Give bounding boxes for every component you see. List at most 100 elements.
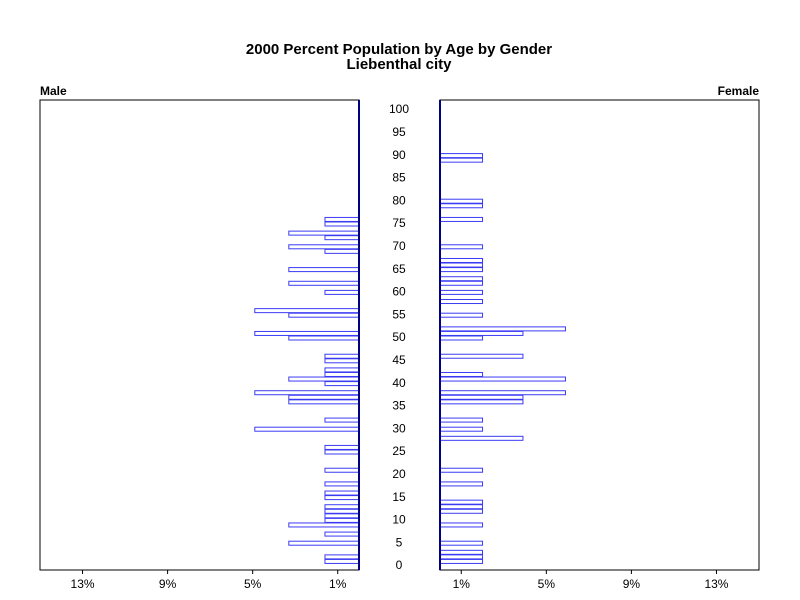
- x-tick-label: 1%: [329, 577, 347, 591]
- bar: [324, 449, 360, 455]
- bar: [324, 367, 360, 373]
- bar: [324, 490, 360, 496]
- y-tick-label: 85: [392, 171, 406, 185]
- chart-title: 2000 Percent Population by Age by Gender: [246, 41, 552, 58]
- bar: [439, 289, 484, 295]
- bar: [439, 157, 484, 163]
- bar: [324, 289, 360, 295]
- y-tick-label: 80: [392, 193, 406, 207]
- bar: [324, 554, 360, 560]
- bar: [439, 394, 524, 400]
- y-tick-label: 10: [392, 513, 406, 527]
- bar: [439, 262, 484, 268]
- x-tick-label: 1%: [453, 577, 471, 591]
- bar: [439, 549, 484, 555]
- chart-subtitle: Liebenthal city: [346, 56, 452, 73]
- bar: [439, 376, 566, 382]
- x-tick-label: 13%: [71, 577, 95, 591]
- y-tick-label: 45: [392, 353, 406, 367]
- bar: [324, 508, 360, 514]
- bar: [439, 426, 484, 432]
- y-tick-label: 0: [396, 558, 403, 572]
- bar: [439, 499, 484, 505]
- bar: [288, 280, 360, 286]
- y-tick-label: 20: [392, 467, 406, 481]
- bar: [439, 554, 484, 560]
- x-tick-label: 5%: [244, 577, 262, 591]
- bar: [439, 335, 484, 341]
- bar: [439, 522, 484, 528]
- y-tick-label: 15: [392, 490, 406, 504]
- bar: [324, 216, 360, 222]
- bar: [288, 267, 360, 273]
- bar: [439, 203, 484, 209]
- bar: [324, 481, 360, 487]
- x-tick-label: 9%: [623, 577, 641, 591]
- bar: [288, 540, 360, 546]
- y-tick-label: 65: [392, 262, 406, 276]
- bar: [439, 353, 524, 359]
- y-tick-label: 55: [392, 307, 406, 321]
- bar: [324, 531, 360, 537]
- bar: [324, 371, 360, 377]
- y-tick-label: 35: [392, 399, 406, 413]
- bar: [324, 353, 360, 359]
- y-tick-label: 75: [392, 216, 406, 230]
- bar: [439, 326, 566, 332]
- bar: [254, 330, 360, 336]
- bar: [288, 335, 360, 341]
- bar: [324, 248, 360, 254]
- bar: [439, 244, 484, 250]
- bar: [324, 467, 360, 473]
- y-tick-label: 70: [392, 239, 406, 253]
- bar: [439, 467, 484, 473]
- bar: [324, 504, 360, 510]
- bar: [439, 216, 484, 222]
- bar: [439, 558, 484, 564]
- bar: [439, 153, 484, 159]
- bar: [439, 504, 484, 510]
- bar: [324, 495, 360, 501]
- y-tick-label: 25: [392, 444, 406, 458]
- y-tick-label: 50: [392, 330, 406, 344]
- bar: [439, 481, 484, 487]
- bar: [324, 235, 360, 241]
- bar: [439, 330, 524, 336]
- bar: [324, 381, 360, 387]
- bar: [288, 399, 360, 405]
- bar: [439, 276, 484, 282]
- bar: [288, 312, 360, 318]
- bar: [439, 280, 484, 286]
- bar: [324, 517, 360, 523]
- y-tick-label: 5: [396, 535, 403, 549]
- bar: [324, 417, 360, 423]
- panel-label: Male: [40, 84, 67, 98]
- bar: [288, 230, 360, 236]
- x-tick-label: 5%: [538, 577, 556, 591]
- bar: [324, 444, 360, 450]
- y-tick-label: 30: [392, 421, 406, 435]
- bar: [439, 540, 484, 546]
- bar: [324, 221, 360, 227]
- bar: [439, 312, 484, 318]
- y-tick-label: 95: [392, 125, 406, 139]
- bar: [439, 267, 484, 273]
- bar: [288, 394, 360, 400]
- x-tick-label: 9%: [159, 577, 177, 591]
- bar: [288, 244, 360, 250]
- bar: [324, 558, 360, 564]
- bar: [439, 371, 484, 377]
- y-tick-label: 100: [389, 102, 409, 116]
- bar: [439, 399, 524, 405]
- bar: [439, 417, 484, 423]
- bar: [439, 390, 566, 396]
- x-tick-label: 13%: [704, 577, 728, 591]
- bar: [439, 299, 484, 305]
- bar: [439, 198, 484, 204]
- bar: [324, 513, 360, 519]
- bar: [254, 390, 360, 396]
- bar: [254, 426, 360, 432]
- y-tick-label: 90: [392, 148, 406, 162]
- y-tick-label: 40: [392, 376, 406, 390]
